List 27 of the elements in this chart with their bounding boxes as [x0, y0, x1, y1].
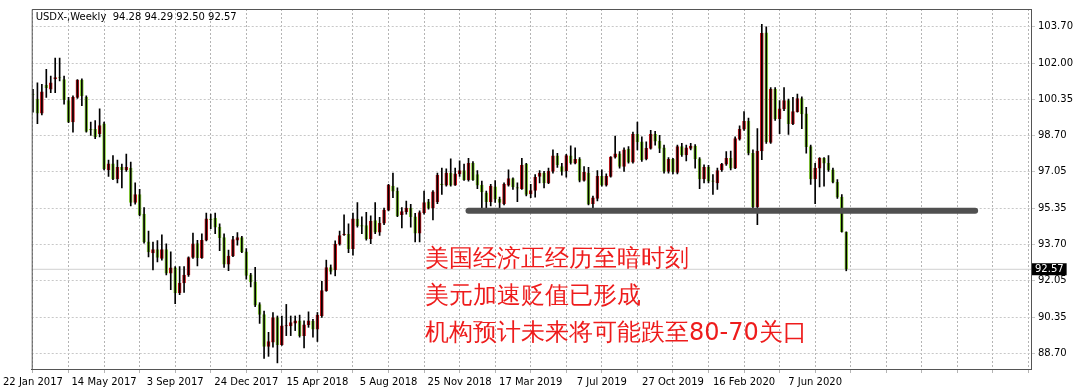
x-tick-label: 17 Mar 2019: [499, 375, 563, 387]
x-tick-label: 25 Nov 2018: [427, 375, 492, 387]
x-tick-label: 5 Aug 2018: [359, 375, 418, 387]
x-tick-label: 14 May 2017: [71, 375, 137, 387]
annotation: 美国经济正经历至暗时刻: [425, 243, 690, 274]
y-tick-label: 93.70: [1038, 238, 1067, 250]
annotation: 美元加速贬值已形成: [425, 280, 642, 311]
ref-line-label: 92.57: [1035, 262, 1064, 274]
x-tick-label: 27 Oct 2019: [642, 375, 704, 387]
y-tick-label: 95.35: [1038, 202, 1067, 214]
x-tick-label: 22 Jan 2017: [3, 375, 63, 387]
y-tick-label: 90.35: [1038, 311, 1067, 323]
y-tick-label: 98.70: [1038, 129, 1067, 141]
annotation: 机构预计未来将可能跌至80-70关口: [425, 317, 807, 348]
y-tick-label: 92.05: [1038, 274, 1067, 286]
y-tick-label: 102.00: [1038, 57, 1074, 69]
y-tick-label: 88.70: [1038, 347, 1067, 359]
x-tick-label: 24 Dec 2017: [214, 375, 279, 387]
chart-title: USDX-,Weekly 94.28 94.29 92.50 92.57: [35, 10, 237, 22]
x-tick-label: 3 Sep 2017: [146, 375, 204, 387]
y-tick-label: 103.70: [1038, 20, 1074, 32]
y-tick-label: 100.35: [1038, 93, 1074, 105]
x-tick-label: 7 Jul 2019: [576, 375, 627, 387]
x-tick-label: 7 Jun 2020: [788, 375, 843, 387]
y-tick-label: 97.05: [1038, 165, 1067, 177]
x-tick-label: 16 Feb 2020: [712, 375, 776, 387]
x-tick-label: 15 Apr 2018: [286, 375, 349, 387]
